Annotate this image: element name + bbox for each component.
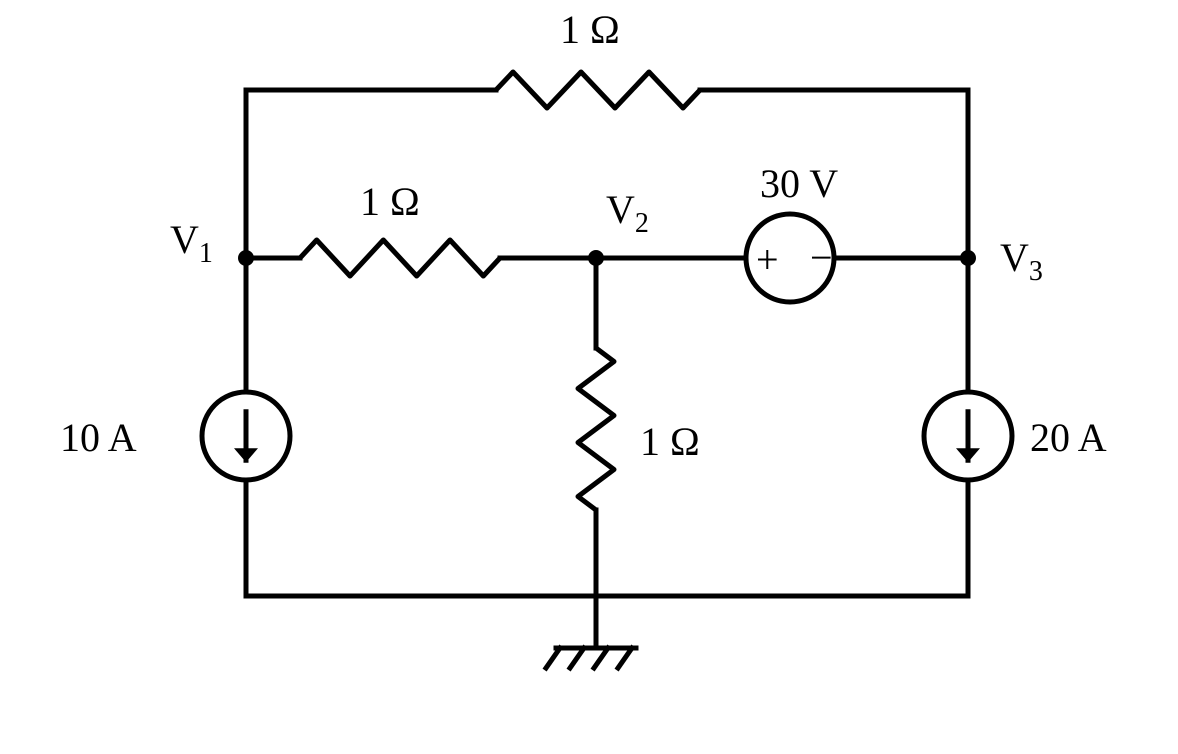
label-vsrc: 30 V xyxy=(760,160,838,207)
label-v2: V2 xyxy=(606,186,649,240)
label-r-mid: 1 Ω xyxy=(360,178,420,225)
label-v3: V3 xyxy=(1000,234,1043,288)
circuit-schematic xyxy=(0,0,1178,754)
label-v1: V1 xyxy=(170,216,213,270)
vsrc-plus: + xyxy=(756,236,779,283)
vsrc-minus: − xyxy=(810,234,833,281)
label-i-left: 10 A xyxy=(60,414,137,461)
label-i-right: 20 A xyxy=(1030,414,1107,461)
label-r-vert: 1 Ω xyxy=(640,418,700,465)
label-r-top: 1 Ω xyxy=(560,6,620,53)
